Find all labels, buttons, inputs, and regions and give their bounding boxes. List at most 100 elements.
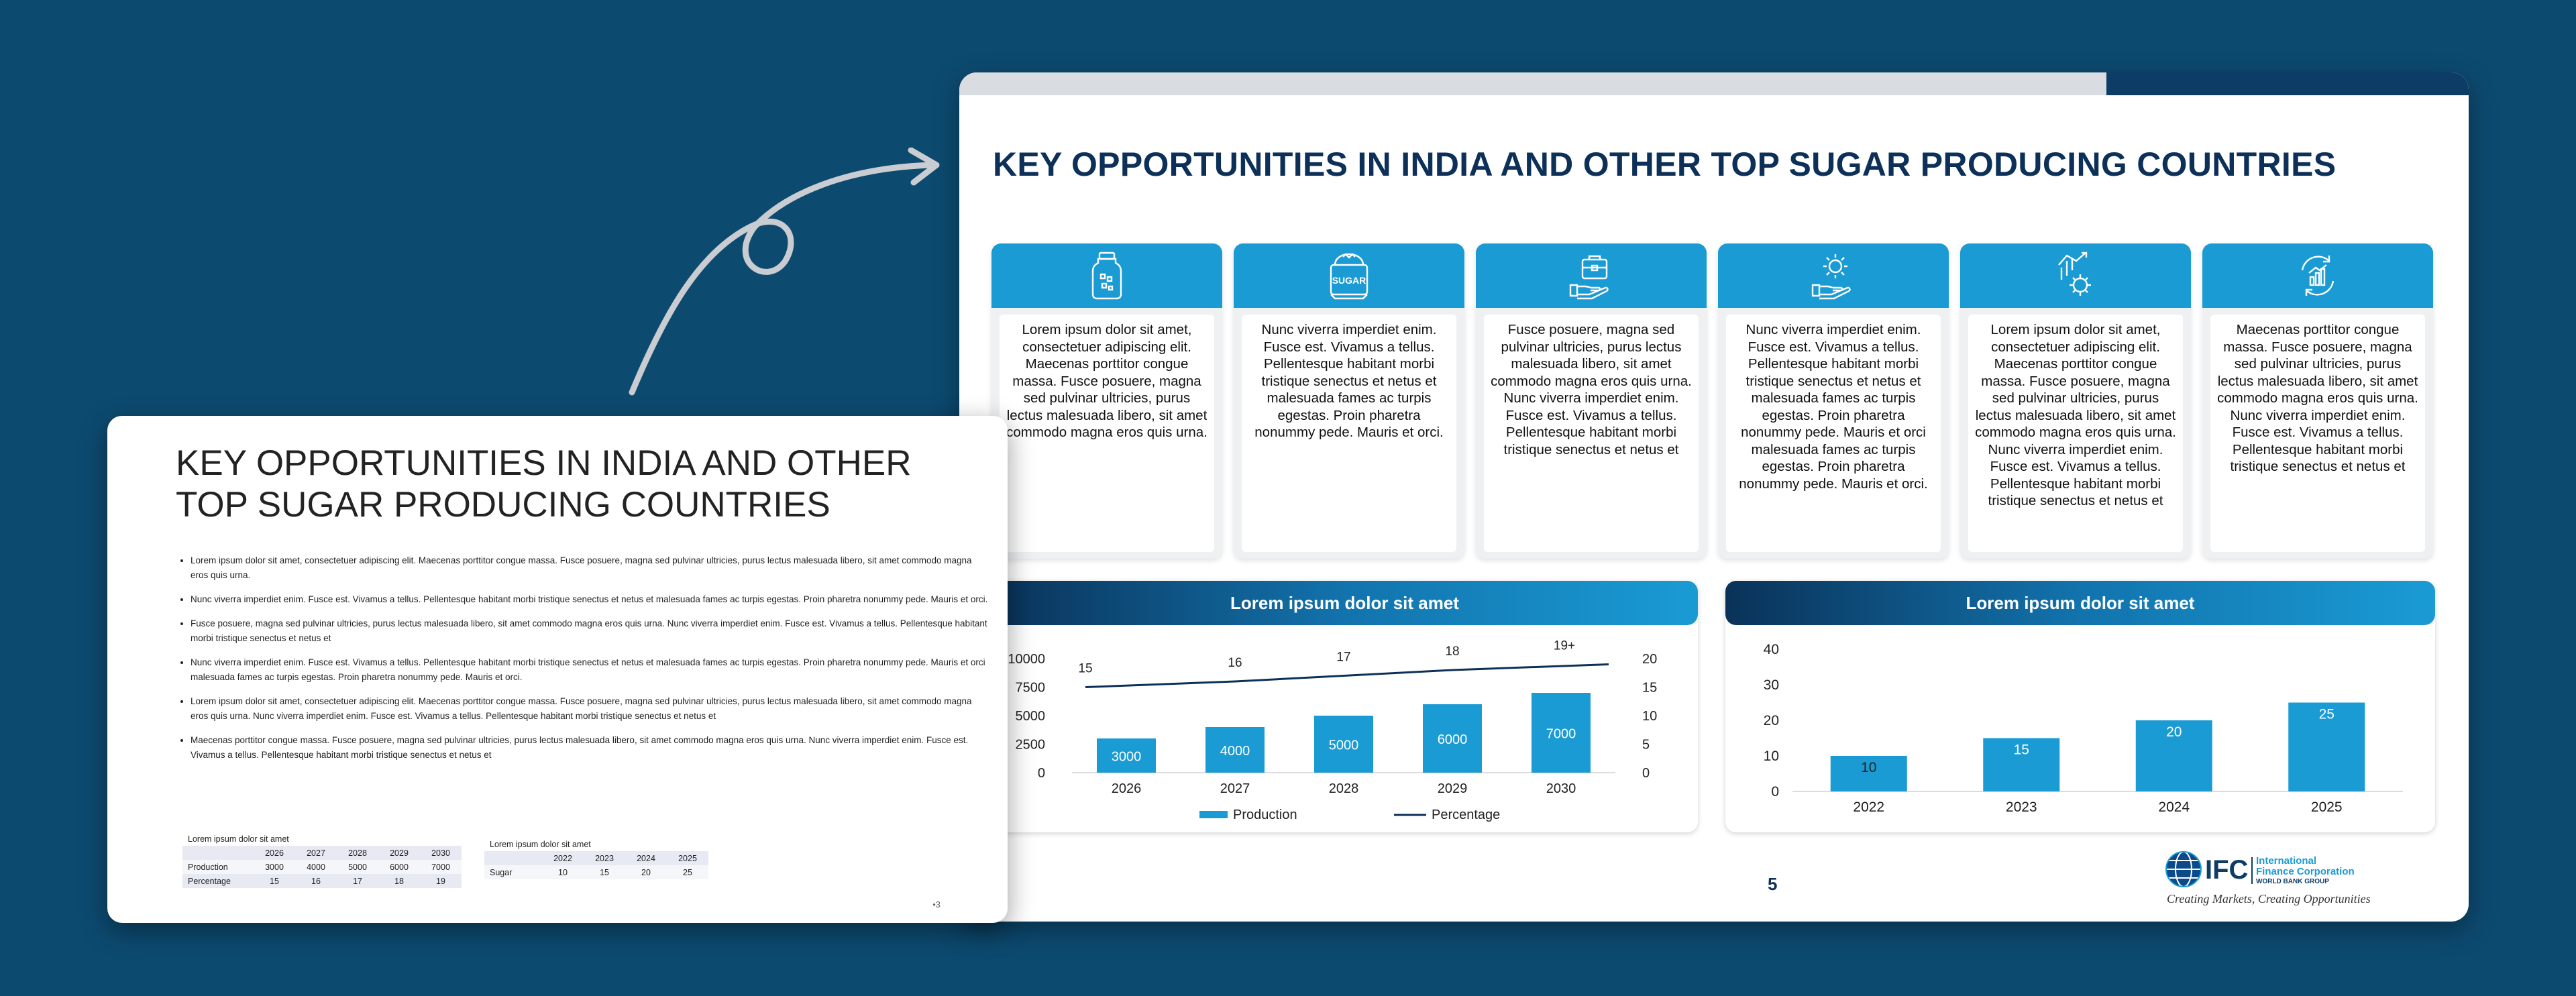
logo-line2: Finance Corporation	[2256, 866, 2355, 877]
slide-top-bar-accent	[2106, 72, 2469, 95]
globe-icon	[2165, 851, 2202, 887]
card-text: Fusce posuere, magna sed pulvinar ultric…	[1491, 322, 1692, 457]
preview-table-sugar: Lorem ipsum dolor sit amet 2022 2023 202…	[484, 837, 708, 879]
table-caption: Lorem ipsum dolor sit amet	[484, 837, 708, 851]
sugar-bar-chart: 0 10 20 30 40 10 2022 15 2023 20 2024 25 2025	[1764, 642, 2403, 815]
table-header-row: 2026 2027 2028 2029 2030	[182, 846, 462, 860]
card-text: Nunc viverra imperdiet enim. Fusce est. …	[1254, 322, 1444, 440]
x-tick-label: 2022	[1853, 799, 1884, 815]
bar-value-label: 7000	[1546, 727, 1576, 742]
bullet-item: Nunc viverra imperdiet enim. Fusce est. …	[191, 592, 989, 607]
preview-table-production: Lorem ipsum dolor sit amet 2026 2027 202…	[182, 832, 462, 888]
x-tick-label: 2024	[2158, 799, 2190, 815]
y-left-tick-label: 2500	[1016, 738, 1046, 753]
x-tick-label: 2025	[2311, 799, 2343, 815]
bar	[2288, 702, 2365, 791]
legend-label-percentage: Percentage	[1432, 808, 1500, 822]
opportunity-card-5: Lorem ipsum dolor sit amet, consectetuer…	[1960, 243, 2191, 559]
opportunity-card-3: Fusce posuere, magna sed pulvinar ultric…	[1476, 243, 1707, 559]
legend-label-production: Production	[1233, 808, 1297, 822]
briefcase-hand-icon	[1569, 255, 1609, 300]
main-slide: KEY OPPORTUNITIES IN INDIA AND OTHER TOP…	[959, 72, 2469, 922]
opportunity-card-2: SUGAR Nunc viverra imperdiet enim. Fusce…	[1234, 243, 1464, 559]
bar	[2135, 720, 2212, 791]
y-left-tick-label: 10000	[1008, 652, 1045, 667]
bar	[1983, 738, 2060, 791]
bullet-item: Maecenas porttitor congue massa. Fusce p…	[191, 733, 989, 763]
jar-icon	[1091, 252, 1122, 300]
growth-gear-icon	[2058, 252, 2091, 296]
line-value-label: 19+	[1554, 639, 1575, 653]
bar	[1097, 738, 1156, 773]
x-tick-label: 2028	[1329, 781, 1359, 796]
card-text: Lorem ipsum dolor sit amet, consectetuer…	[1975, 322, 2176, 508]
bar-value-label: 10	[1861, 760, 1876, 775]
cycle-chart-icon	[2301, 256, 2334, 296]
chart-title: Lorem ipsum dolor sit amet	[1230, 593, 1459, 613]
production-percentage-chart: 0 2500 5000 7500 10000 0 5 10 15 20 3000 2026 4000 20…	[1008, 639, 1657, 823]
logo-abbr: IFC	[2205, 855, 2248, 885]
preview-bullet-list: Lorem ipsum dolor sit amet, consectetuer…	[176, 553, 989, 772]
slide-title: KEY OPPORTUNITIES IN INDIA AND OTHER TOP…	[993, 146, 2337, 183]
x-tick-label: 2029	[1438, 781, 1468, 796]
bullet-item: Nunc viverra imperdiet enim. Fusce est. …	[191, 655, 989, 685]
y-right-tick-label: 20	[1642, 652, 1657, 667]
bar	[1205, 727, 1265, 773]
line-value-label: 15	[1078, 662, 1092, 676]
card-text: Maecenas porttitor congue massa. Fusce p…	[2217, 322, 2418, 474]
bar-value-label: 6000	[1438, 732, 1468, 747]
gear-hand-icon	[1811, 254, 1851, 300]
y-right-tick-label: 0	[1642, 766, 1650, 781]
y-tick-label: 30	[1764, 677, 1779, 693]
chart-title: Lorem ipsum dolor sit amet	[1966, 593, 2195, 613]
bullet-item: Fusce posuere, magna sed pulvinar ultric…	[191, 616, 989, 646]
bar-value-label: 4000	[1220, 744, 1250, 759]
bar	[1314, 716, 1373, 773]
sugar-chart-panel: Lorem ipsum dolor sit amet 0 10 20 30 40 10 20…	[1725, 581, 2435, 832]
bar	[1830, 756, 1907, 791]
series-line	[1085, 663, 1609, 688]
line-value-label: 18	[1445, 645, 1459, 659]
table-row: Production 3000 4000 5000 6000 7000	[182, 860, 462, 874]
bar-value-label: 15	[2014, 742, 2029, 758]
line-value-label: 16	[1228, 656, 1242, 670]
y-tick-label: 20	[1764, 713, 1779, 728]
curved-arrow-icon	[629, 148, 940, 396]
opportunity-card-4: Nunc viverra imperdiet enim. Fusce est. …	[1718, 243, 1949, 559]
legend-swatch-production	[1199, 811, 1228, 818]
y-left-tick-label: 0	[1038, 766, 1045, 781]
preview-slide: KEY OPPORTUNITIES IN INDIA AND OTHER TOP…	[107, 416, 1008, 923]
card-text: Nunc viverra imperdiet enim. Fusce est. …	[1739, 322, 1928, 492]
y-tick-label: 40	[1764, 642, 1779, 657]
x-tick-label: 2026	[1112, 781, 1142, 796]
sugar-icon-label: SUGAR	[1332, 275, 1366, 286]
y-right-tick-label: 10	[1642, 709, 1657, 724]
bar-value-label: 3000	[1112, 750, 1142, 765]
opportunity-card-1: Lorem ipsum dolor sit amet, consectetuer…	[991, 243, 1222, 559]
card-text: Lorem ipsum dolor sit amet, consectetuer…	[1006, 322, 1208, 440]
x-tick-label: 2023	[2006, 799, 2037, 815]
table-header-row: 2022 2023 2024 2025	[484, 851, 708, 865]
x-tick-label: 2030	[1546, 781, 1576, 796]
y-right-tick-label: 15	[1642, 681, 1657, 696]
ifc-logo: IFC International Finance Corporation WO…	[2165, 851, 2355, 887]
bar-value-label: 25	[2319, 707, 2334, 722]
y-tick-label: 10	[1764, 749, 1779, 764]
bar	[1423, 704, 1482, 773]
table-row: Percentage 15 16 17 18 19	[182, 874, 462, 888]
x-tick-label: 2027	[1220, 781, 1250, 796]
y-left-tick-label: 5000	[1016, 709, 1046, 724]
page-number: 5	[1768, 874, 1778, 894]
preview-page-number: •3	[932, 899, 941, 909]
bar	[1532, 693, 1591, 773]
bar-value-label: 5000	[1329, 738, 1359, 753]
y-tick-label: 0	[1771, 784, 1779, 799]
production-chart-panel: Lorem ipsum dolor sit amet 0 2500 5000 7500…	[991, 581, 1698, 832]
logo-tagline: Creating Markets, Creating Opportunities	[2167, 892, 2371, 905]
bullet-item: Lorem ipsum dolor sit amet, consectetuer…	[191, 553, 989, 583]
y-right-tick-label: 5	[1642, 738, 1650, 753]
sugar-bag-icon: SUGAR	[1330, 253, 1368, 300]
bullet-item: Lorem ipsum dolor sit amet, consectetuer…	[191, 694, 989, 724]
bar-value-label: 20	[2166, 724, 2182, 740]
table-caption: Lorem ipsum dolor sit amet	[182, 832, 462, 846]
